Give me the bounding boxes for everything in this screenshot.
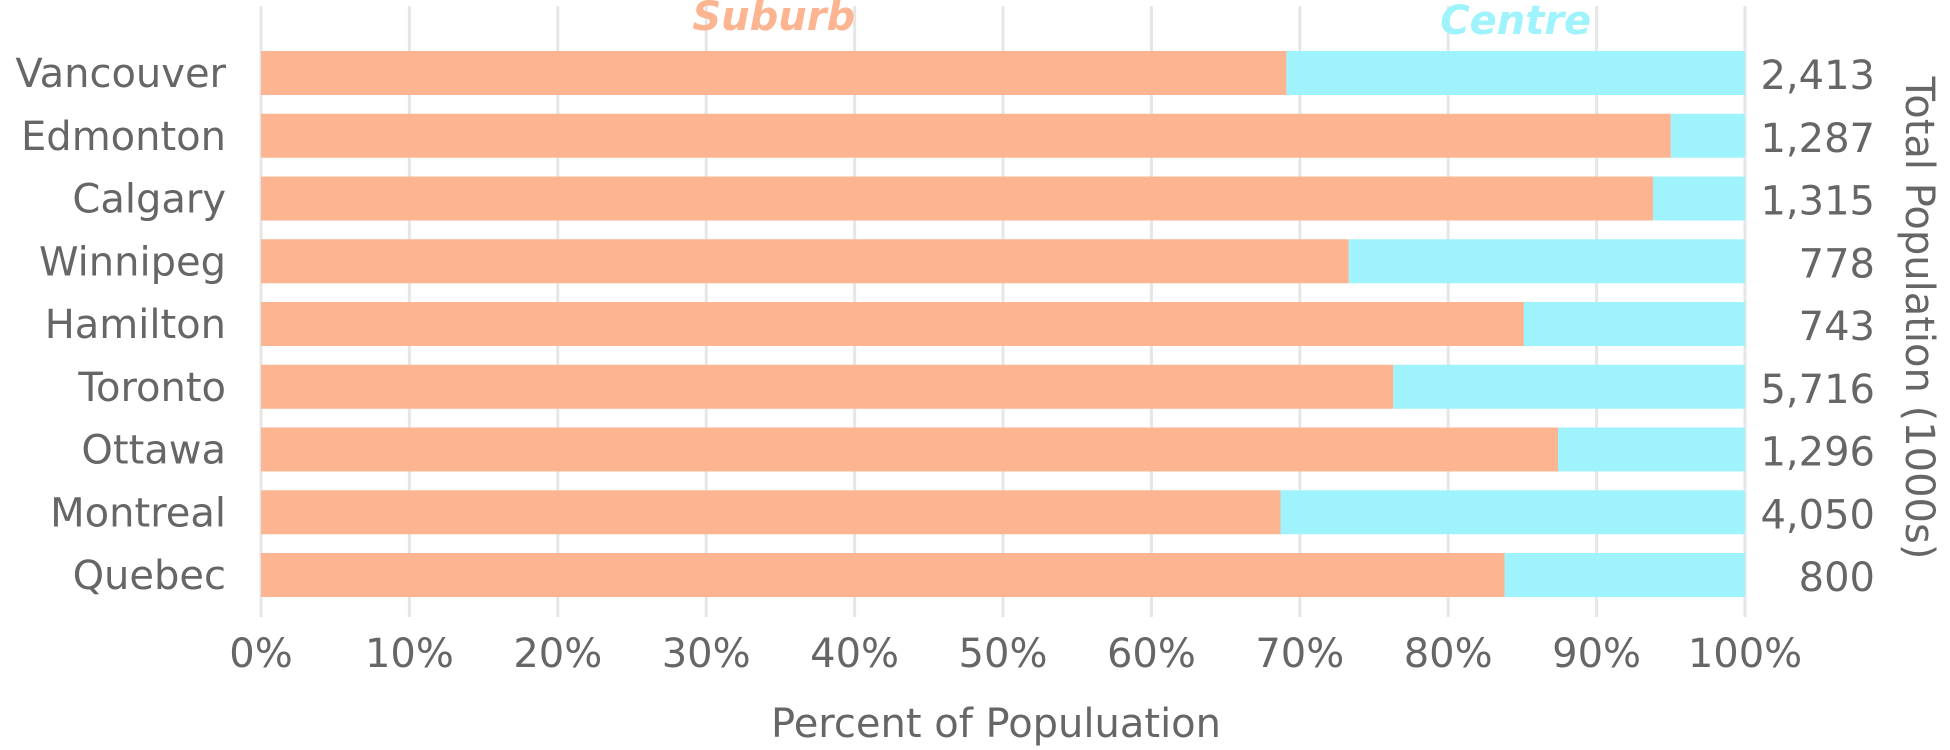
x-tick-label: 10% [365, 631, 454, 677]
labels: 0% 10% 20% 30% 40% 50% 60% 70% 80% 90% 100% Vancouv… [15, 51, 1875, 677]
series-label-suburb: Suburb [692, 0, 855, 40]
x-tick-label: 90% [1552, 631, 1641, 677]
bar-suburb-vancouver [261, 51, 1287, 95]
bar-suburb-montreal [261, 490, 1281, 535]
x-tick-label: 40% [810, 631, 899, 677]
total-population-label: 800 [1799, 555, 1875, 601]
bar-centre-ottawa [1558, 427, 1745, 472]
x-tick-label: 50% [959, 631, 1048, 677]
total-population-label: 4,050 [1760, 492, 1875, 538]
bar-centre-winnipeg [1348, 239, 1745, 284]
total-population-label: 1,315 [1760, 179, 1875, 225]
total-population-label: 1,296 [1760, 430, 1875, 476]
x-tick-label: 60% [1107, 631, 1196, 677]
right-axis-title: Total Population (1000s) [1896, 76, 1942, 560]
total-population-label: 1,287 [1760, 116, 1875, 162]
total-population-label: 2,413 [1760, 53, 1875, 99]
x-tick-label: 70% [1255, 631, 1344, 677]
category-label: Edmonton [21, 114, 226, 160]
bar-centre-edmonton [1670, 113, 1745, 158]
category-label: Hamilton [45, 302, 226, 348]
total-population-label: 743 [1799, 304, 1875, 350]
series-label-centre: Centre [1440, 0, 1591, 44]
bar-suburb-ottawa [261, 427, 1559, 472]
category-label: Ottawa [81, 428, 226, 474]
bar-suburb-toronto [261, 364, 1394, 409]
bar-suburb-edmonton [261, 113, 1671, 158]
bar-centre-vancouver [1286, 51, 1745, 95]
x-tick-label: 0% [229, 631, 292, 677]
x-axis-title: Percent of Populuation [771, 701, 1221, 747]
bar-suburb-calgary [261, 176, 1653, 221]
category-label: Toronto [77, 365, 226, 411]
x-tick-label: 30% [662, 631, 751, 677]
bar-suburb-winnipeg [261, 239, 1349, 284]
x-tick-label: 20% [513, 631, 602, 677]
x-tick-label: 100% [1688, 631, 1802, 677]
bar-suburb-quebec [261, 553, 1505, 597]
category-label: Quebec [73, 553, 226, 599]
bars [261, 51, 1745, 597]
category-label: Vancouver [15, 51, 226, 97]
total-population-label: 778 [1799, 241, 1875, 287]
bar-suburb-hamilton [261, 302, 1524, 346]
total-population-label: 5,716 [1760, 367, 1875, 413]
bar-centre-montreal [1280, 490, 1745, 535]
bar-centre-hamilton [1523, 302, 1745, 346]
category-label: Montreal [50, 490, 226, 536]
bar-centre-toronto [1393, 364, 1745, 409]
x-tick-label: 80% [1404, 631, 1493, 677]
category-label: Winnipeg [39, 239, 226, 285]
bar-centre-calgary [1652, 176, 1745, 221]
category-label: Calgary [72, 177, 226, 223]
bar-centre-quebec [1504, 553, 1745, 597]
